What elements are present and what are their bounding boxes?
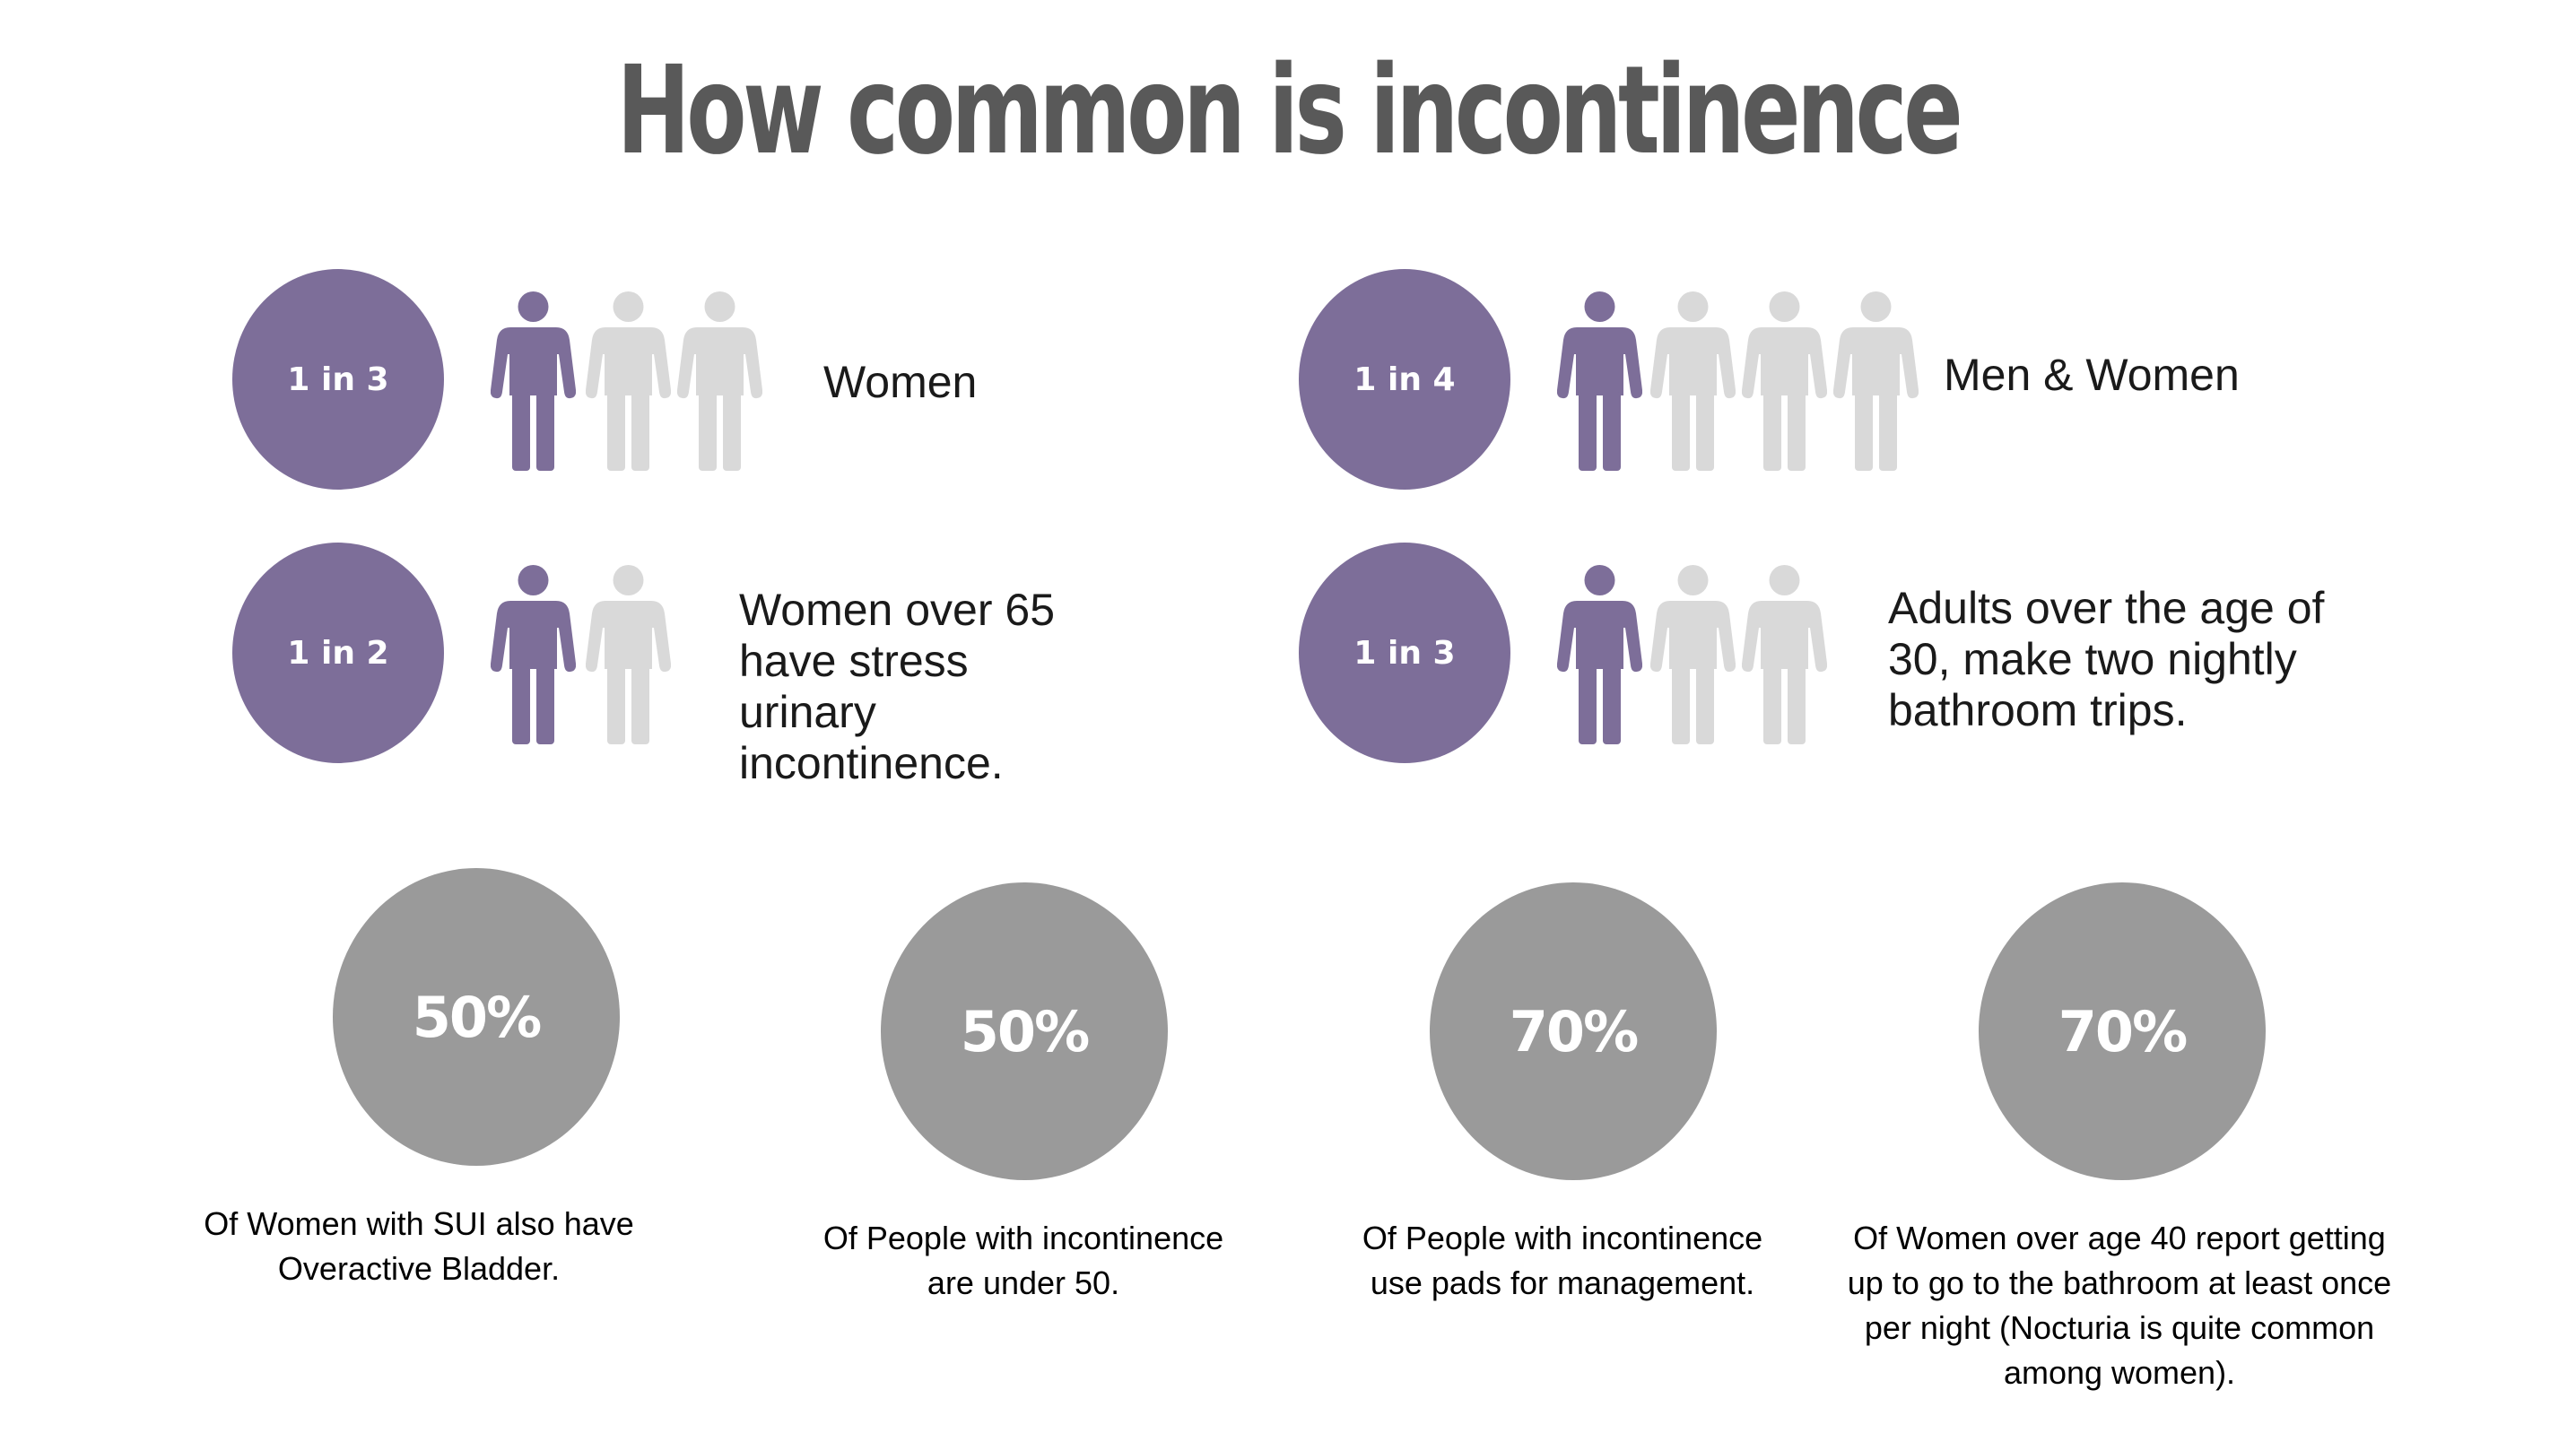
percent-caption: Of Women over age 40 report getting up t… [1847, 1220, 2392, 1391]
person-icon [1833, 291, 1919, 471]
ratio-stat-text: Men & Women [1944, 350, 2240, 400]
ratio-badge: 1 in 3 [1299, 543, 1510, 763]
percent-caption: Of People with incontinence use pads for… [1362, 1220, 1763, 1301]
person-icon [1650, 565, 1736, 744]
person-icon [586, 565, 671, 744]
person-icon [1557, 565, 1642, 744]
person-icon [586, 291, 671, 471]
ratio-badge: 1 in 4 [1299, 269, 1510, 490]
ratio-stat-text: Adults over the age of 30, make two nigh… [1888, 583, 2325, 735]
percent-circle: 70% [1430, 882, 1717, 1180]
percent-caption: Of People with incontinence are under 50… [822, 1220, 1224, 1301]
percent-circle: 50% [333, 868, 620, 1166]
person-icon [1557, 291, 1642, 471]
ratio-badge: 1 in 3 [232, 269, 444, 490]
page-title: How common is incontinence [616, 40, 1963, 182]
person-icon [1650, 291, 1736, 471]
person-icon [677, 291, 762, 471]
percent-caption: Of Women with SUI also have Overactive B… [204, 1205, 634, 1287]
ratio-stat-text: Women over 65 have stress urinary incont… [739, 585, 1056, 788]
percent-circle: 50% [881, 882, 1168, 1180]
percent-circle: 70% [1979, 882, 2266, 1180]
person-icon [1742, 291, 1827, 471]
ratio-stat-text: Women [823, 357, 978, 407]
person-icon [1742, 565, 1827, 744]
ratio-badge: 1 in 2 [232, 543, 444, 763]
person-icon [491, 565, 576, 744]
person-icon [491, 291, 576, 471]
